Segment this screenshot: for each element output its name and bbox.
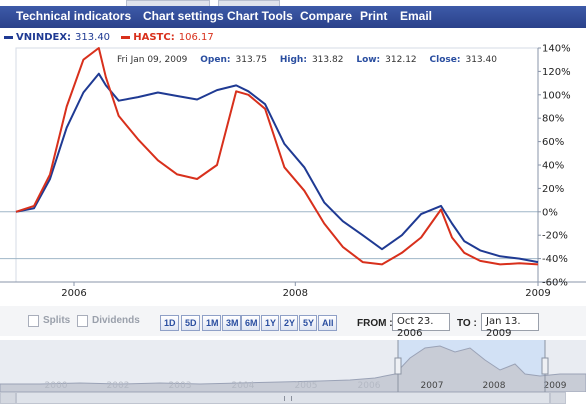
navigator-chart[interactable]: 2000 2002 2003 2004 2005 2006 2007 2008 2009 bbox=[0, 340, 586, 393]
chart-grid bbox=[0, 47, 586, 283]
y-tick-label: 20% bbox=[542, 184, 564, 195]
splits-label: Splits bbox=[43, 315, 71, 326]
navigator-handle-right[interactable] bbox=[541, 340, 549, 392]
y-tick-label: -20% bbox=[542, 231, 568, 242]
readout-low-value: 312.12 bbox=[385, 55, 417, 65]
dividends-label: Dividends bbox=[92, 315, 140, 326]
navigator-year-label: 2003 bbox=[169, 381, 192, 391]
legend-value-hastc: 106.17 bbox=[178, 32, 214, 43]
ohlc-readout: Fri Jan 09, 2009 Open: 313.75 High: 313.82… bbox=[117, 55, 497, 65]
navigator-year-label: 2004 bbox=[232, 381, 255, 391]
from-label: FROM : bbox=[357, 318, 393, 329]
scroll-right-arrow[interactable] bbox=[550, 392, 566, 404]
range-button-1d[interactable]: 1D bbox=[160, 315, 179, 331]
menu-email[interactable]: Email bbox=[400, 9, 433, 23]
y-tick-label: 100% bbox=[542, 90, 571, 101]
readout-open-value: 313.75 bbox=[235, 55, 268, 65]
navigator-year-label: 2000 bbox=[45, 381, 68, 391]
readout-close-label: Close: bbox=[429, 55, 461, 65]
legend-item-vnindex: VNINDEX: 313.40 bbox=[4, 32, 110, 43]
navigator-year-label: 2002 bbox=[107, 381, 130, 391]
menu-chart-tools[interactable]: Chart Tools bbox=[227, 9, 293, 23]
y-tick-label: 140% bbox=[542, 44, 571, 55]
x-tick-label: 2008 bbox=[283, 288, 308, 299]
y-tick-label: 0% bbox=[542, 207, 558, 218]
navigator-year-label: 2007 bbox=[421, 381, 444, 391]
range-button-1m[interactable]: 1M bbox=[202, 315, 221, 331]
x-axis: 2006 2008 2009 bbox=[61, 282, 551, 299]
legend-item-hastc: HASTC: 106.17 bbox=[121, 32, 214, 43]
readout-date: Fri Jan 09, 2009 bbox=[117, 55, 188, 65]
tab-stub-left bbox=[126, 0, 210, 6]
y-axis: 140% 120% 100% 80% 60% 40% 20% 0% -20% -40% -60% bbox=[538, 44, 571, 289]
chart-controls: Splits Dividends 1D 5D 1M 3M 6M 1Y 2Y 5Y… bbox=[0, 306, 586, 339]
menu-print[interactable]: Print bbox=[360, 9, 388, 23]
range-button-6m[interactable]: 6M bbox=[241, 315, 260, 331]
legend-value-vnindex: 313.40 bbox=[75, 32, 111, 43]
readout-high-label: High: bbox=[279, 55, 307, 65]
readout-close-value: 313.40 bbox=[465, 55, 497, 65]
readout-high-value: 313.82 bbox=[311, 55, 344, 65]
navigator-year-label: 2009 bbox=[544, 381, 567, 391]
dividends-checkbox[interactable] bbox=[77, 315, 88, 327]
y-tick-label: -40% bbox=[542, 254, 568, 265]
splits-checkbox[interactable] bbox=[28, 315, 39, 327]
y-tick-label: 80% bbox=[542, 114, 564, 125]
range-button-5d[interactable]: 5D bbox=[181, 315, 200, 331]
range-navigator[interactable]: 2000 2002 2003 2004 2005 2006 2007 2008 2009 bbox=[0, 340, 586, 393]
scrollbar-grip-icon bbox=[284, 396, 292, 401]
navigator-years: 2000 2002 2003 2004 2005 2006 2007 2008 2009 bbox=[45, 381, 567, 391]
tab-stub-right bbox=[218, 0, 280, 6]
chart-series bbox=[15, 47, 539, 266]
to-date-input[interactable]: Jan 13. 2009 bbox=[481, 313, 539, 339]
x-tick-label: 2006 bbox=[61, 288, 86, 299]
range-button-2y[interactable]: 2Y bbox=[280, 315, 298, 331]
price-chart[interactable]: 140% 120% 100% 80% 60% 40% 20% 0% -20% -40% -60% 2… bbox=[0, 44, 586, 306]
navigator-area bbox=[0, 345, 586, 393]
series-line-vnindex bbox=[15, 72, 539, 264]
y-tick-label: 60% bbox=[542, 137, 564, 148]
x-tick-label: 2009 bbox=[525, 288, 550, 299]
legend-swatch-vnindex bbox=[4, 36, 13, 39]
range-button-all[interactable]: All bbox=[318, 315, 337, 331]
scrollbar-thumb[interactable] bbox=[17, 394, 551, 403]
navigator-year-label: 2005 bbox=[295, 381, 318, 391]
y-tick-label: -60% bbox=[542, 278, 568, 289]
from-date-input[interactable]: Oct 23. 2006 bbox=[392, 313, 450, 339]
y-tick-label: 120% bbox=[542, 67, 571, 78]
navigator-year-label: 2008 bbox=[483, 381, 506, 391]
legend-label-hastc: HASTC: bbox=[133, 32, 175, 43]
chart-legend: VNINDEX: 313.40 HASTC: 106.17 bbox=[4, 31, 222, 43]
menu-compare[interactable]: Compare bbox=[300, 9, 353, 23]
navigator-scrollbar[interactable] bbox=[16, 392, 550, 404]
legend-swatch-hastc bbox=[121, 36, 131, 39]
range-button-1y[interactable]: 1Y bbox=[261, 315, 279, 331]
legend-label-vnindex: VNINDEX: bbox=[16, 32, 72, 43]
series-line-hastc bbox=[15, 47, 539, 266]
readout-open-label: Open: bbox=[200, 55, 231, 65]
chart-menu-bar: Technical indicators Chart settings Char… bbox=[0, 6, 586, 28]
readout-low-label: Low: bbox=[356, 55, 381, 65]
navigator-handle-left[interactable] bbox=[394, 340, 402, 392]
menu-technical-indicators[interactable]: Technical indicators bbox=[16, 9, 132, 23]
scroll-left-arrow[interactable] bbox=[0, 392, 16, 404]
range-button-5y[interactable]: 5Y bbox=[299, 315, 317, 331]
navigator-year-label: 2006 bbox=[358, 381, 381, 391]
menu-chart-settings[interactable]: Chart settings bbox=[143, 9, 224, 23]
to-label: TO : bbox=[457, 318, 477, 329]
y-tick-label: 40% bbox=[542, 161, 564, 172]
range-button-3m[interactable]: 3M bbox=[222, 315, 241, 331]
